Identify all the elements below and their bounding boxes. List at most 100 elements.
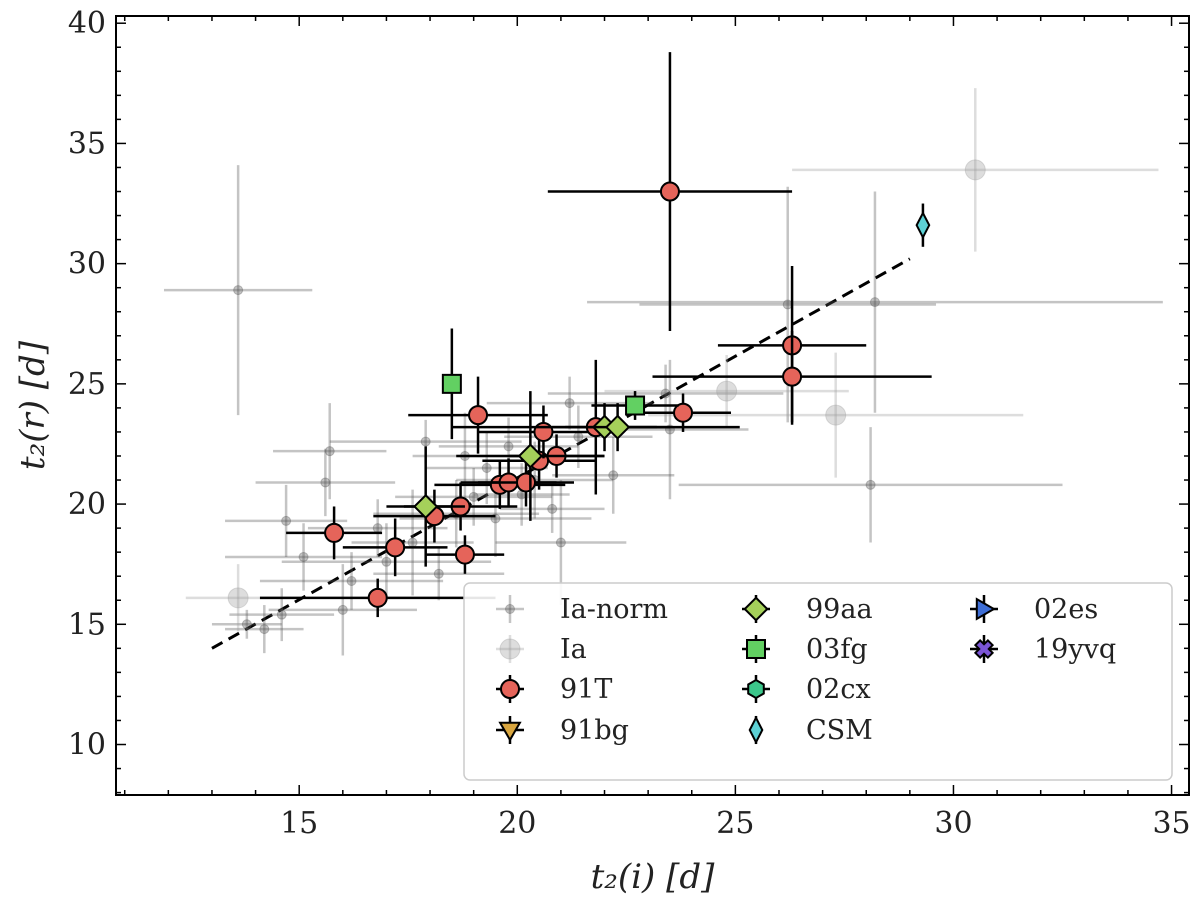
- data-point: [504, 405, 653, 469]
- legend-marker: [499, 638, 521, 660]
- legend-label: 91T: [560, 674, 612, 705]
- legend-marker: [498, 721, 522, 742]
- point-marker: [503, 441, 514, 452]
- data-point: [604, 355, 849, 428]
- point-marker: [324, 522, 345, 543]
- x-tick-label: 20: [498, 806, 536, 841]
- data-point: [552, 436, 675, 514]
- point-marker: [259, 624, 270, 635]
- legend-label: Ia: [560, 634, 587, 665]
- point-marker: [372, 523, 383, 534]
- legend-label: 02es: [1034, 594, 1098, 625]
- legend-label: 19yvq: [1034, 634, 1116, 665]
- point-marker: [337, 604, 348, 615]
- point-marker: [276, 609, 287, 620]
- point-marker: [555, 537, 566, 548]
- point-marker: [564, 398, 575, 409]
- point-marker: [517, 443, 544, 469]
- legend-marker: [743, 596, 769, 622]
- data-point: [286, 506, 383, 560]
- series-csm: [915, 203, 931, 247]
- point-marker: [433, 568, 444, 579]
- legend-marker: [975, 597, 996, 621]
- legend-marker: [747, 678, 765, 700]
- point-marker: [346, 576, 357, 587]
- data-point: [425, 431, 548, 505]
- data-point: [591, 391, 679, 420]
- legend: Ia-norm Ia 91T 91bg 99aa 03fg 02cx CSM 02es 19yvq: [463, 582, 1173, 781]
- point-marker: [324, 446, 335, 457]
- point-marker: [381, 556, 392, 567]
- data-point: [652, 330, 932, 423]
- legend-marker: [505, 604, 515, 614]
- point-marker: [608, 470, 619, 481]
- data-point: [639, 186, 937, 423]
- data-point: [678, 427, 1063, 543]
- x-tick-label: 15: [280, 806, 318, 841]
- legend-box: [463, 582, 1173, 781]
- data-point: [425, 535, 505, 574]
- legend-item-19yvq: 19yvq: [970, 634, 1116, 665]
- point-marker: [865, 479, 876, 490]
- legend-item-csm: CSM: [748, 715, 873, 746]
- data-point: [915, 203, 931, 247]
- point-marker: [604, 414, 631, 440]
- tick-layer: 15 20 25 30 35 10 15 20 25 30 35 40: [68, 6, 1191, 841]
- legend-item-ia-norm: Ia-norm: [496, 594, 668, 625]
- plot-frame: [115, 15, 1190, 796]
- point-marker: [241, 619, 252, 630]
- data-point: [648, 352, 1024, 478]
- x-tick-label: 25: [716, 806, 754, 841]
- point-marker: [420, 436, 431, 447]
- point-marker: [481, 463, 492, 474]
- point-marker: [659, 181, 680, 202]
- data-point: [386, 446, 465, 567]
- point-marker: [468, 405, 489, 426]
- y-tick-label: 35: [68, 126, 106, 161]
- data-point: [587, 191, 1163, 413]
- y-tick-label: 15: [68, 607, 106, 642]
- data-point: [259, 552, 444, 610]
- data-point: [635, 393, 732, 432]
- x-axis-label: t₂(i) [d]: [591, 857, 716, 897]
- x-tick-label: 35: [1152, 806, 1190, 841]
- point-marker: [441, 373, 462, 394]
- point-marker: [407, 537, 418, 548]
- data-point: [225, 523, 383, 591]
- x-tick-label: 30: [934, 806, 972, 841]
- legend-marker: [500, 679, 520, 699]
- data-point: [408, 376, 548, 454]
- data-point: [441, 328, 462, 440]
- point-marker: [385, 537, 406, 558]
- data-layer: [163, 52, 1163, 656]
- data-point: [547, 52, 793, 331]
- legend-marker: [748, 715, 764, 745]
- point-marker: [281, 515, 292, 526]
- data-point: [329, 419, 522, 464]
- legend-item-91bg: 91bg: [496, 715, 629, 746]
- point-marker: [298, 551, 309, 562]
- data-point: [547, 364, 784, 423]
- legend-item-91t: 91T: [496, 674, 612, 705]
- data-point: [342, 518, 448, 577]
- y-tick-label: 25: [68, 367, 106, 402]
- data-point: [268, 564, 417, 656]
- point-marker: [233, 285, 244, 296]
- data-point: [792, 88, 1159, 252]
- data-point: [255, 448, 396, 517]
- point-marker: [468, 491, 479, 502]
- data-point: [456, 391, 605, 521]
- y-tick-label: 10: [68, 728, 106, 763]
- data-point: [565, 403, 670, 452]
- legend-marker: [746, 639, 766, 659]
- point-marker: [320, 477, 331, 488]
- legend-label: 02cx: [806, 674, 871, 705]
- legend-label: 99aa: [806, 594, 873, 625]
- point-marker: [516, 472, 537, 493]
- series-03fg: [441, 328, 679, 440]
- point-marker: [782, 366, 803, 387]
- legend-marker: [973, 638, 995, 660]
- series-ia: [185, 88, 1159, 632]
- data-point: [259, 578, 496, 618]
